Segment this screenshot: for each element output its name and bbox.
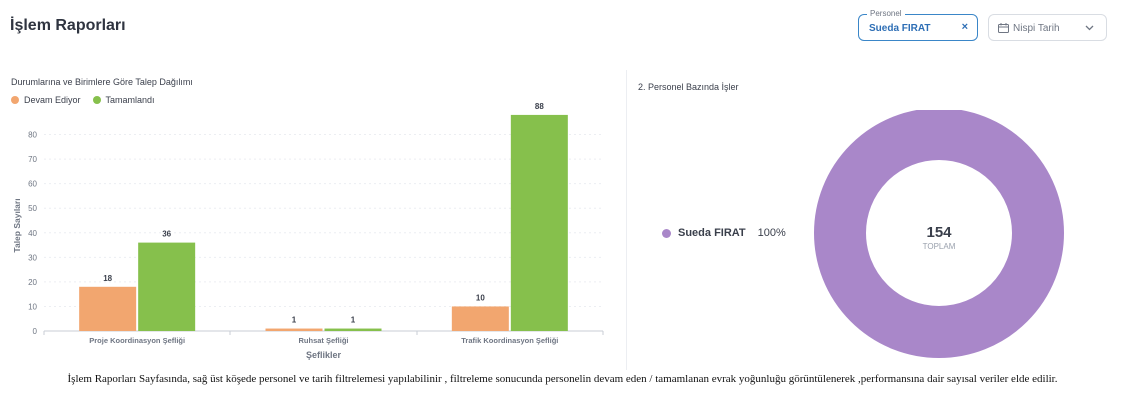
y-tick-label: 40 bbox=[28, 229, 37, 238]
donut-center-value: 154 bbox=[926, 224, 952, 241]
bar-chart-legend: Devam Ediyor Tamamlandı bbox=[11, 95, 167, 105]
legend-item-devam[interactable]: Devam Ediyor bbox=[11, 95, 81, 105]
legend-item-tamam[interactable]: Tamamlandı bbox=[92, 95, 155, 105]
bar-value-label: 18 bbox=[103, 274, 112, 283]
y-tick-label: 0 bbox=[33, 327, 38, 336]
legend-label-devam: Devam Ediyor bbox=[24, 95, 81, 105]
donut-legend-dot bbox=[662, 228, 671, 238]
panel-divider bbox=[626, 70, 627, 370]
bar-value-label: 1 bbox=[292, 316, 297, 325]
donut-legend-percent: 100% bbox=[757, 227, 786, 239]
donut-legend-label: Sueda FIRAT bbox=[678, 227, 746, 239]
y-tick-label: 10 bbox=[28, 302, 37, 311]
y-tick-label: 30 bbox=[28, 253, 37, 262]
legend-dot-devam bbox=[11, 96, 19, 104]
x-tick-label: Trafik Koordinasyon Şefliği bbox=[461, 336, 558, 345]
donut-slice bbox=[814, 110, 1064, 358]
legend-dot-tamam bbox=[92, 96, 101, 104]
date-filter-label: Nispi Tarih bbox=[1013, 23, 1060, 34]
bar-chart: 0 10 20 30 40 50 60 70 80 18 36 Proje Koordinasyon … bbox=[12, 102, 604, 360]
bar-value-label: 88 bbox=[535, 102, 544, 111]
x-tick-label: Ruhsat Şefliği bbox=[298, 336, 348, 345]
personel-filter-value: Sueda FIRAT bbox=[869, 23, 931, 34]
y-tick-label: 70 bbox=[28, 155, 37, 164]
bar-tamam bbox=[324, 328, 382, 331]
y-axis-title: Talep Sayıları bbox=[12, 198, 22, 252]
bar-devam bbox=[79, 286, 137, 331]
bar-value-label: 10 bbox=[476, 293, 485, 302]
bar-devam bbox=[265, 328, 323, 331]
x-axis-title: Şeflikler bbox=[306, 350, 342, 360]
chevron-down-icon bbox=[1085, 25, 1094, 31]
page-caption: İşlem Raporları Sayfasında, sağ üst köşe… bbox=[67, 373, 1058, 385]
bar-devam bbox=[451, 306, 509, 331]
calendar-icon bbox=[998, 23, 1009, 33]
donut-chart-title: 2. Personel Bazında İşler bbox=[638, 82, 739, 92]
x-tick-label: Proje Koordinasyon Şefliği bbox=[89, 336, 185, 345]
bar-tamam bbox=[138, 242, 196, 331]
donut-legend[interactable]: Sueda FIRAT 100% bbox=[662, 227, 786, 239]
personel-filter[interactable]: Personel Sueda FIRAT × bbox=[858, 9, 978, 41]
donut-center-label: TOPLAM bbox=[923, 242, 956, 251]
clear-icon[interactable]: × bbox=[961, 21, 968, 33]
y-tick-label: 50 bbox=[28, 204, 37, 213]
y-tick-label: 60 bbox=[28, 180, 37, 189]
bar-value-label: 1 bbox=[351, 316, 356, 325]
bar-chart-title: Durumlarına ve Birimlere Göre Talep Dağı… bbox=[11, 77, 193, 87]
legend-label-tamam: Tamamlandı bbox=[105, 95, 155, 105]
date-filter-select[interactable]: Nispi Tarih bbox=[988, 14, 1107, 41]
bar-tamam bbox=[510, 114, 568, 332]
y-tick-label: 80 bbox=[28, 131, 37, 140]
y-tick-label: 20 bbox=[28, 278, 37, 287]
bar-value-label: 36 bbox=[162, 230, 171, 239]
personel-filter-legend: Personel bbox=[867, 9, 905, 19]
page-title: İşlem Raporları bbox=[10, 17, 126, 34]
